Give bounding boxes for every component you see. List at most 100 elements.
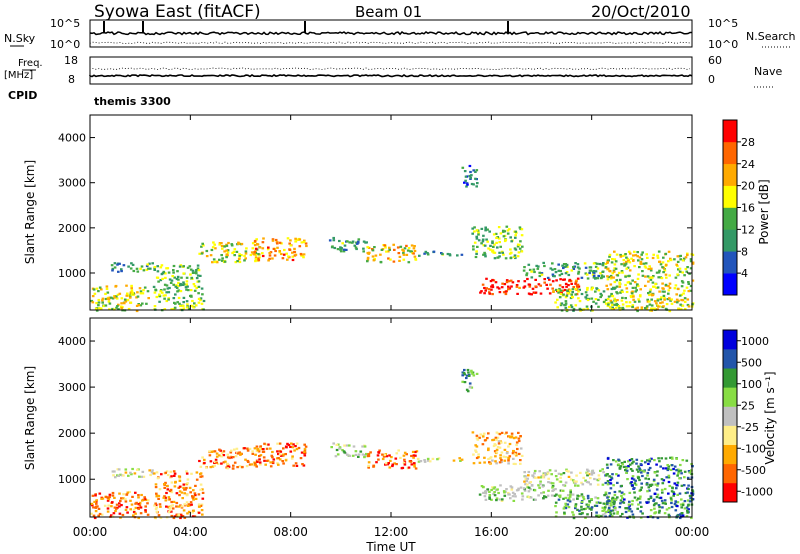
power-cell <box>101 299 104 302</box>
power-cell <box>238 256 241 259</box>
velocity-cell <box>515 443 518 447</box>
power-cell <box>607 276 611 279</box>
power-cell <box>634 307 638 310</box>
velocity-cell <box>216 462 220 465</box>
power-cell <box>401 248 404 251</box>
velocity-cell <box>393 462 396 465</box>
power-cell <box>564 265 568 268</box>
velocity-cell <box>278 453 282 456</box>
power-cell <box>604 266 608 269</box>
velocity-cell <box>507 445 510 448</box>
velocity-cell <box>304 445 308 448</box>
power-cell <box>185 300 189 303</box>
power-colorbar-swatch <box>723 207 737 230</box>
power-cell <box>681 259 685 262</box>
velocity-cell <box>548 469 552 472</box>
power-cell <box>600 276 604 279</box>
velocity-cell <box>500 458 503 462</box>
velocity-cell <box>487 432 490 435</box>
velocity-cell <box>617 463 620 466</box>
velocity-cell <box>566 499 570 502</box>
power-cell <box>476 245 479 248</box>
power-cell <box>657 276 660 279</box>
velocity-cell <box>639 488 643 491</box>
velocity-cell <box>585 503 589 506</box>
velocity-cell <box>523 480 526 483</box>
power-cell <box>300 254 303 257</box>
power-cell <box>650 307 653 310</box>
velocity-cell <box>157 514 161 517</box>
power-cell <box>473 241 477 244</box>
velocity-cell <box>126 491 130 494</box>
power-cell <box>661 282 664 285</box>
power-cell <box>197 280 201 283</box>
power-cell <box>669 259 673 262</box>
velocity-cell <box>124 468 128 471</box>
power-cell <box>165 299 169 303</box>
velocity-cell <box>214 458 218 461</box>
power-cell <box>104 297 108 301</box>
velocity-cell <box>605 463 609 466</box>
power-cell <box>565 263 569 266</box>
velocity-cell <box>487 447 490 450</box>
velocity-cell <box>367 454 371 457</box>
power-cell <box>646 275 650 278</box>
velocity-cell <box>194 497 198 500</box>
power-cell <box>179 284 182 287</box>
velocity-cell <box>676 493 679 496</box>
power-cell <box>244 250 248 253</box>
velocity-cell <box>646 471 650 475</box>
power-cell <box>668 297 671 300</box>
velocity-cell <box>514 462 517 466</box>
velocity-cell <box>620 461 624 465</box>
velocity-cell <box>269 447 272 450</box>
power-cell <box>640 306 644 309</box>
velocity-cell <box>100 513 104 516</box>
power-cell <box>165 284 169 287</box>
velocity-cell <box>414 454 417 457</box>
power-cell <box>639 262 643 265</box>
power-cell <box>602 275 605 278</box>
velocity-cell <box>465 376 468 380</box>
power-cell <box>605 284 608 287</box>
velocity-cell <box>148 469 151 472</box>
velocity-cell <box>158 503 162 506</box>
power-cell <box>232 250 236 253</box>
velocity-cell <box>124 500 128 503</box>
power-cell <box>687 282 691 285</box>
power-cell <box>484 229 487 232</box>
velocity-cell <box>686 511 689 514</box>
power-cell <box>104 292 107 295</box>
power-cell <box>490 285 493 288</box>
power-cell <box>648 300 651 303</box>
velocity-cell <box>215 452 219 455</box>
velocity-cell <box>517 487 520 490</box>
velocity-cell <box>436 458 439 461</box>
velocity-cell <box>497 432 500 435</box>
power-cell <box>612 270 616 273</box>
power-cell <box>94 307 98 310</box>
power-cell <box>599 292 603 295</box>
velocity-cell <box>113 470 116 473</box>
power-cell <box>274 238 278 242</box>
velocity-cell <box>578 495 581 498</box>
power-cell <box>660 296 663 299</box>
velocity-cell <box>497 491 500 495</box>
velocity-cell <box>587 504 590 507</box>
velocity-cell <box>558 495 562 499</box>
power-cell <box>398 255 402 258</box>
power-cell <box>586 298 590 302</box>
power-cell <box>274 249 277 253</box>
velocity-cell <box>685 506 689 509</box>
velocity-cell <box>635 468 639 471</box>
power-cell <box>686 298 690 301</box>
velocity-cell <box>365 455 368 458</box>
velocity-cell <box>239 452 243 455</box>
power-cell <box>173 306 177 309</box>
power-cell <box>578 307 582 310</box>
velocity-cell <box>461 380 464 383</box>
power-cell <box>657 271 661 274</box>
velocity-cell <box>641 474 644 478</box>
velocity-cell <box>157 497 160 500</box>
power-cell <box>514 230 517 233</box>
